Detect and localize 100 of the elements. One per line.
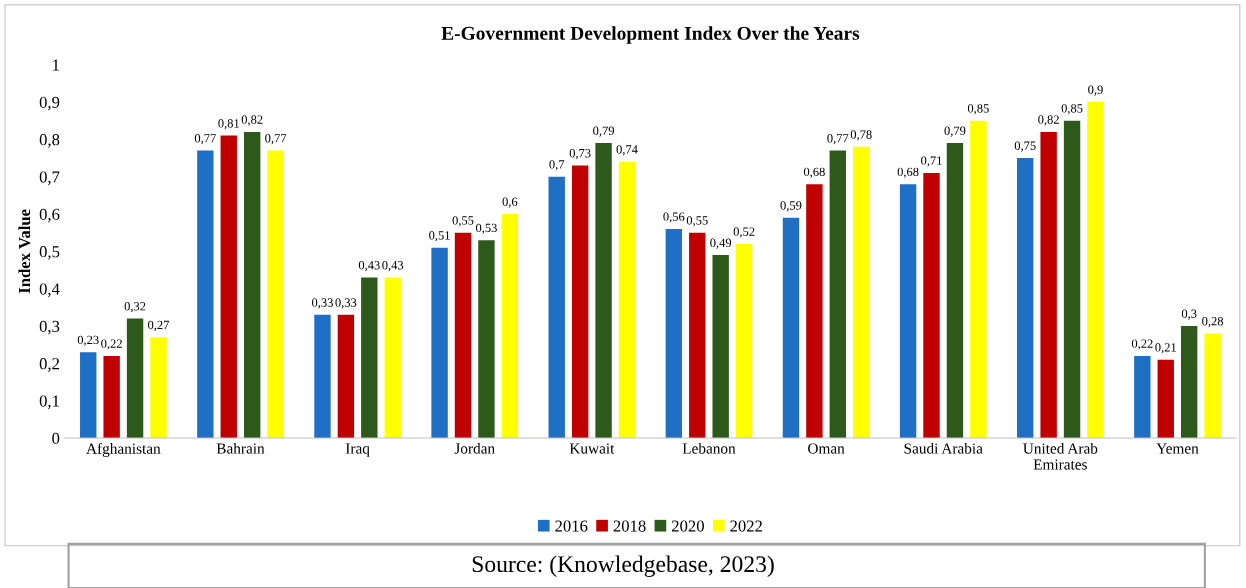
data-label: 0,56 [663, 212, 685, 223]
data-label: 0,21 [1155, 343, 1176, 354]
legend-label: 2020 [671, 520, 704, 532]
y-tick-label: 0,6 [39, 208, 60, 223]
data-label: 0,23 [77, 335, 99, 346]
source-note: Source: (Knowledgebase, 2023) [472, 555, 774, 577]
data-label: 0,32 [124, 302, 146, 313]
bar [1040, 131, 1057, 439]
bar [454, 232, 472, 439]
y-tick-label: 0,2 [39, 358, 60, 372]
bar [1063, 120, 1081, 439]
bar [478, 240, 495, 439]
data-label: 0,9 [1088, 85, 1103, 96]
bar [970, 120, 987, 439]
data-label: 0,77 [827, 134, 849, 145]
bar [571, 165, 589, 439]
y-tick-label: 0,4 [39, 283, 60, 298]
data-label: 0,7 [549, 160, 565, 171]
data-label: 0,27 [148, 320, 170, 331]
data-label: 0,81 [218, 119, 239, 130]
bar [923, 172, 940, 439]
bar [431, 247, 448, 439]
y-tick-label: 1 [53, 59, 59, 71]
x-tick-label: Kuwait [569, 443, 615, 454]
x-tick-label: Saudi Arabia [904, 442, 983, 454]
data-label: 0,75 [1014, 141, 1036, 152]
y-tick-label: 0 [52, 432, 60, 445]
y-tick-label: 0,1 [39, 395, 59, 410]
data-label: 0,85 [967, 104, 989, 115]
bar [853, 146, 870, 439]
bar [243, 131, 261, 439]
bar [1204, 333, 1221, 439]
bar [384, 277, 401, 439]
data-label: 0,49 [710, 238, 732, 249]
bar [618, 161, 636, 439]
y-tick-label: 0,8 [39, 134, 60, 148]
data-label: 0,43 [358, 260, 380, 272]
data-label: 0,82 [1038, 115, 1059, 126]
bar [595, 143, 612, 439]
data-label: 0,82 [241, 115, 263, 126]
data-label: 0,22 [1131, 339, 1153, 350]
data-label: 0,74 [616, 145, 638, 156]
data-label: 0,55 [452, 216, 474, 227]
bar [1180, 326, 1198, 439]
data-label: 0,79 [944, 126, 966, 137]
bar [267, 150, 284, 439]
bar [946, 143, 964, 439]
x-tick-label: Jordan [454, 442, 495, 454]
data-label: 0,55 [686, 216, 708, 227]
data-label: 0,33 [312, 298, 333, 309]
bar [501, 214, 519, 439]
x-tick-label: United Arab Emirates [1023, 442, 1098, 470]
bar [806, 184, 823, 439]
bar [80, 352, 97, 439]
data-label: 0,71 [921, 156, 942, 167]
bar [197, 150, 214, 439]
data-label: 0,68 [897, 167, 919, 178]
data-label: 0,3 [1181, 309, 1197, 320]
x-tick-label: Bahrain [216, 442, 265, 454]
data-label: 0,73 [569, 148, 591, 160]
x-tick-label: Oman [808, 443, 845, 454]
data-label: 0,77 [194, 134, 216, 145]
data-label: 0,43 [382, 260, 404, 272]
y-tick-label: 0,9 [39, 96, 60, 111]
data-label: 0,77 [265, 134, 287, 145]
bar [899, 184, 917, 439]
data-label: 0,6 [502, 197, 518, 208]
y-tick-label: 0,3 [39, 320, 60, 335]
x-tick-label: Iraq [345, 443, 370, 457]
bar [1017, 158, 1034, 439]
y-tick-label: 0,5 [39, 246, 60, 260]
bar [314, 314, 331, 439]
data-label: 0,79 [593, 126, 614, 137]
bar [712, 255, 729, 439]
bar [735, 243, 753, 439]
bar [1134, 355, 1151, 439]
data-label: 0,28 [1202, 316, 1224, 328]
data-label: 0,33 [335, 298, 357, 309]
bar [689, 232, 706, 439]
bar [220, 135, 237, 439]
bar [150, 337, 167, 439]
y-axis-title: Index Value [18, 209, 31, 294]
x-tick-label: Lebanon [682, 442, 736, 454]
bar [782, 217, 800, 439]
bar [361, 277, 378, 439]
x-tick-label: Yemen [1156, 443, 1199, 454]
x-tick-label: Afghanistan [86, 442, 161, 457]
bar [126, 318, 144, 439]
data-label: 0,51 [429, 231, 450, 242]
bar [337, 314, 355, 439]
data-label: 0,22 [101, 339, 122, 350]
data-label: 0,85 [1061, 104, 1083, 115]
bar [829, 150, 847, 439]
data-label: 0,59 [780, 201, 802, 212]
legend-label: 2022 [730, 520, 762, 532]
legend-label: 2018 [613, 520, 646, 532]
bar [1087, 102, 1104, 439]
data-label: 0,52 [733, 227, 755, 238]
y-tick-label: 0,7 [39, 171, 60, 186]
data-label: 0,53 [475, 223, 497, 234]
